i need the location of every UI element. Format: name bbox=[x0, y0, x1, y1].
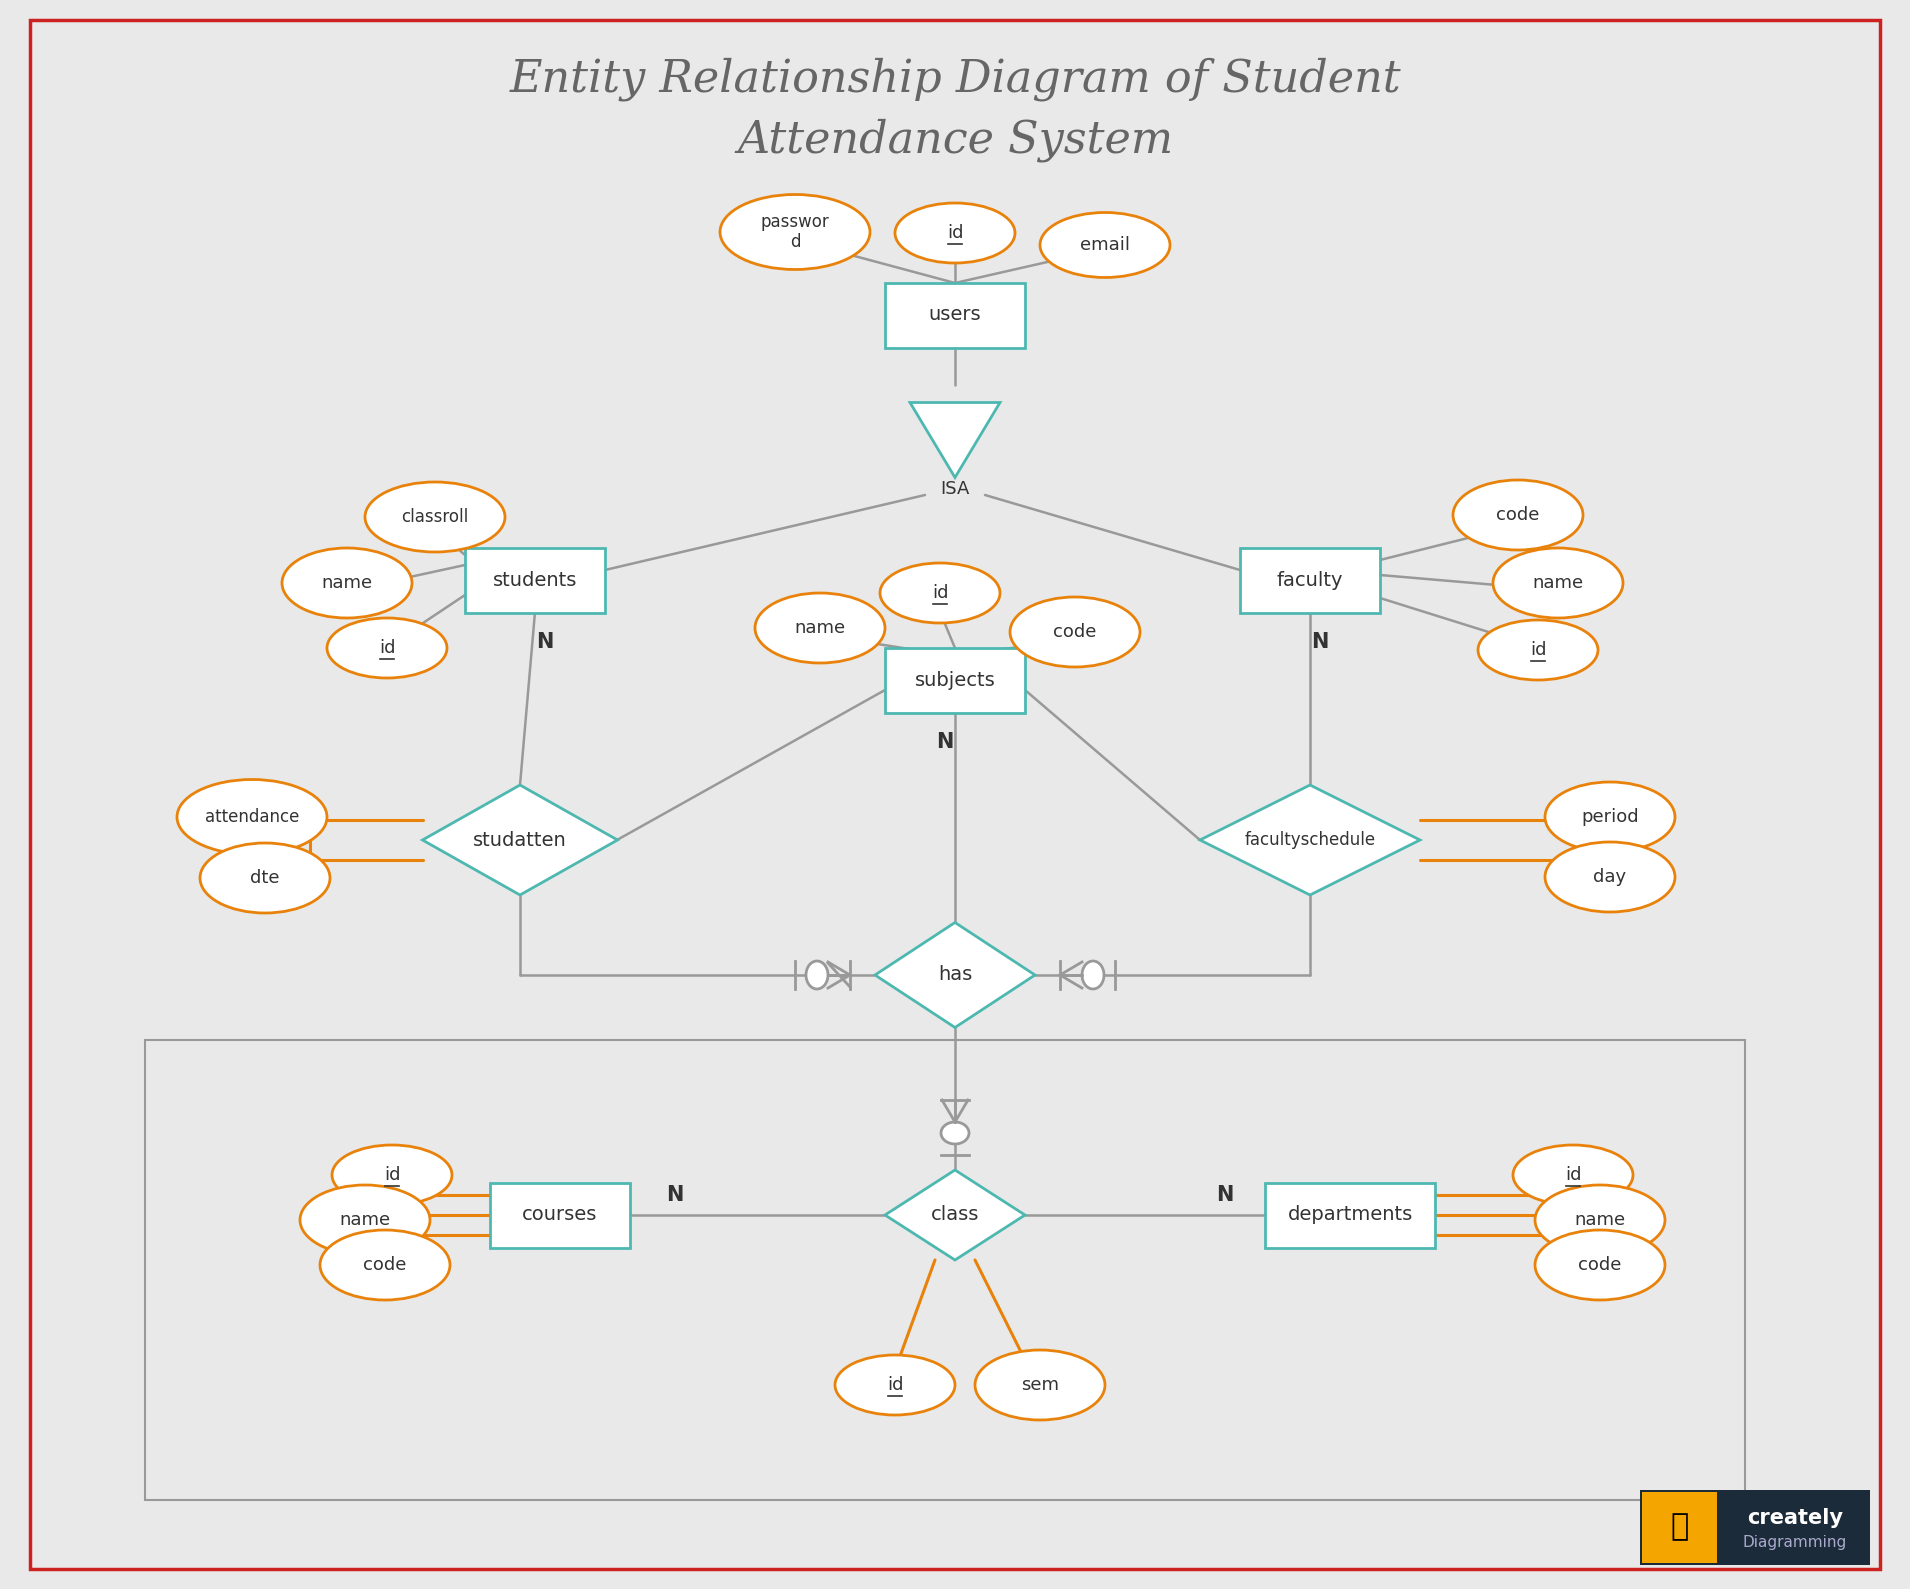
Text: users: users bbox=[928, 305, 982, 324]
Text: name: name bbox=[340, 1211, 390, 1228]
Polygon shape bbox=[909, 402, 1001, 478]
Ellipse shape bbox=[300, 1185, 430, 1255]
Ellipse shape bbox=[720, 194, 869, 270]
Text: Diagramming: Diagramming bbox=[1744, 1535, 1847, 1549]
Ellipse shape bbox=[1454, 480, 1583, 550]
Text: 💡: 💡 bbox=[1671, 1513, 1688, 1541]
Text: class: class bbox=[930, 1206, 980, 1225]
Text: dte: dte bbox=[250, 869, 279, 887]
Ellipse shape bbox=[1081, 961, 1104, 988]
Ellipse shape bbox=[835, 1355, 955, 1414]
FancyBboxPatch shape bbox=[491, 1182, 630, 1247]
Text: id: id bbox=[384, 1166, 401, 1184]
Ellipse shape bbox=[1041, 213, 1171, 278]
Text: faculty: faculty bbox=[1276, 570, 1343, 590]
Text: N: N bbox=[1217, 1185, 1234, 1204]
Text: name: name bbox=[1532, 574, 1583, 593]
Text: code: code bbox=[1052, 623, 1096, 640]
Ellipse shape bbox=[942, 1122, 968, 1144]
Ellipse shape bbox=[881, 563, 1001, 623]
Text: creately: creately bbox=[1748, 1508, 1843, 1529]
Ellipse shape bbox=[1478, 620, 1599, 680]
Ellipse shape bbox=[321, 1230, 451, 1300]
FancyBboxPatch shape bbox=[1240, 548, 1381, 612]
Ellipse shape bbox=[332, 1146, 453, 1204]
Ellipse shape bbox=[1536, 1230, 1666, 1300]
Text: studatten: studatten bbox=[474, 831, 567, 850]
Ellipse shape bbox=[754, 593, 884, 663]
Text: subjects: subjects bbox=[915, 671, 995, 690]
Text: id: id bbox=[886, 1376, 903, 1394]
FancyBboxPatch shape bbox=[884, 283, 1026, 348]
Text: name: name bbox=[321, 574, 372, 593]
Text: code: code bbox=[1578, 1255, 1622, 1274]
Text: ISA: ISA bbox=[940, 480, 970, 497]
Text: period: period bbox=[1581, 807, 1639, 826]
Ellipse shape bbox=[178, 780, 327, 855]
FancyBboxPatch shape bbox=[884, 647, 1026, 712]
Ellipse shape bbox=[1536, 1185, 1666, 1255]
Text: day: day bbox=[1593, 868, 1627, 887]
Text: N: N bbox=[936, 733, 953, 752]
Text: id: id bbox=[947, 224, 963, 242]
Text: courses: courses bbox=[521, 1206, 598, 1225]
Text: name: name bbox=[1574, 1211, 1625, 1228]
Text: email: email bbox=[1079, 237, 1131, 254]
Text: code: code bbox=[1496, 505, 1539, 524]
Polygon shape bbox=[884, 1170, 1026, 1260]
Ellipse shape bbox=[283, 548, 413, 618]
FancyBboxPatch shape bbox=[1264, 1182, 1434, 1247]
Text: id: id bbox=[1530, 640, 1547, 659]
Text: classroll: classroll bbox=[401, 508, 468, 526]
Text: N: N bbox=[1312, 632, 1329, 651]
FancyBboxPatch shape bbox=[1643, 1492, 1717, 1564]
Ellipse shape bbox=[974, 1351, 1106, 1421]
Text: id: id bbox=[932, 585, 947, 602]
Ellipse shape bbox=[1010, 597, 1140, 667]
Ellipse shape bbox=[1545, 842, 1675, 912]
Text: name: name bbox=[795, 620, 846, 637]
Text: has: has bbox=[938, 966, 972, 985]
FancyBboxPatch shape bbox=[464, 548, 605, 612]
Text: id: id bbox=[1564, 1166, 1581, 1184]
Ellipse shape bbox=[806, 961, 829, 988]
Text: students: students bbox=[493, 570, 577, 590]
Text: N: N bbox=[667, 1185, 684, 1204]
Text: attendance: attendance bbox=[204, 807, 300, 826]
Ellipse shape bbox=[327, 618, 447, 679]
Polygon shape bbox=[875, 923, 1035, 1028]
Text: code: code bbox=[363, 1255, 407, 1274]
Text: facultyschedule: facultyschedule bbox=[1245, 831, 1375, 849]
Ellipse shape bbox=[365, 481, 504, 551]
Text: sem: sem bbox=[1022, 1376, 1058, 1394]
Polygon shape bbox=[1199, 785, 1419, 895]
Ellipse shape bbox=[1494, 548, 1624, 618]
Ellipse shape bbox=[1545, 782, 1675, 852]
Ellipse shape bbox=[1513, 1146, 1633, 1204]
Text: N: N bbox=[537, 632, 554, 651]
FancyBboxPatch shape bbox=[1641, 1490, 1870, 1565]
Text: id: id bbox=[378, 639, 395, 656]
Polygon shape bbox=[422, 785, 617, 895]
Text: departments: departments bbox=[1287, 1206, 1413, 1225]
Ellipse shape bbox=[896, 203, 1014, 264]
Ellipse shape bbox=[201, 844, 330, 914]
Text: Entity Relationship Diagram of Student
Attendance System: Entity Relationship Diagram of Student A… bbox=[510, 57, 1400, 162]
Text: passwor
d: passwor d bbox=[760, 213, 829, 251]
